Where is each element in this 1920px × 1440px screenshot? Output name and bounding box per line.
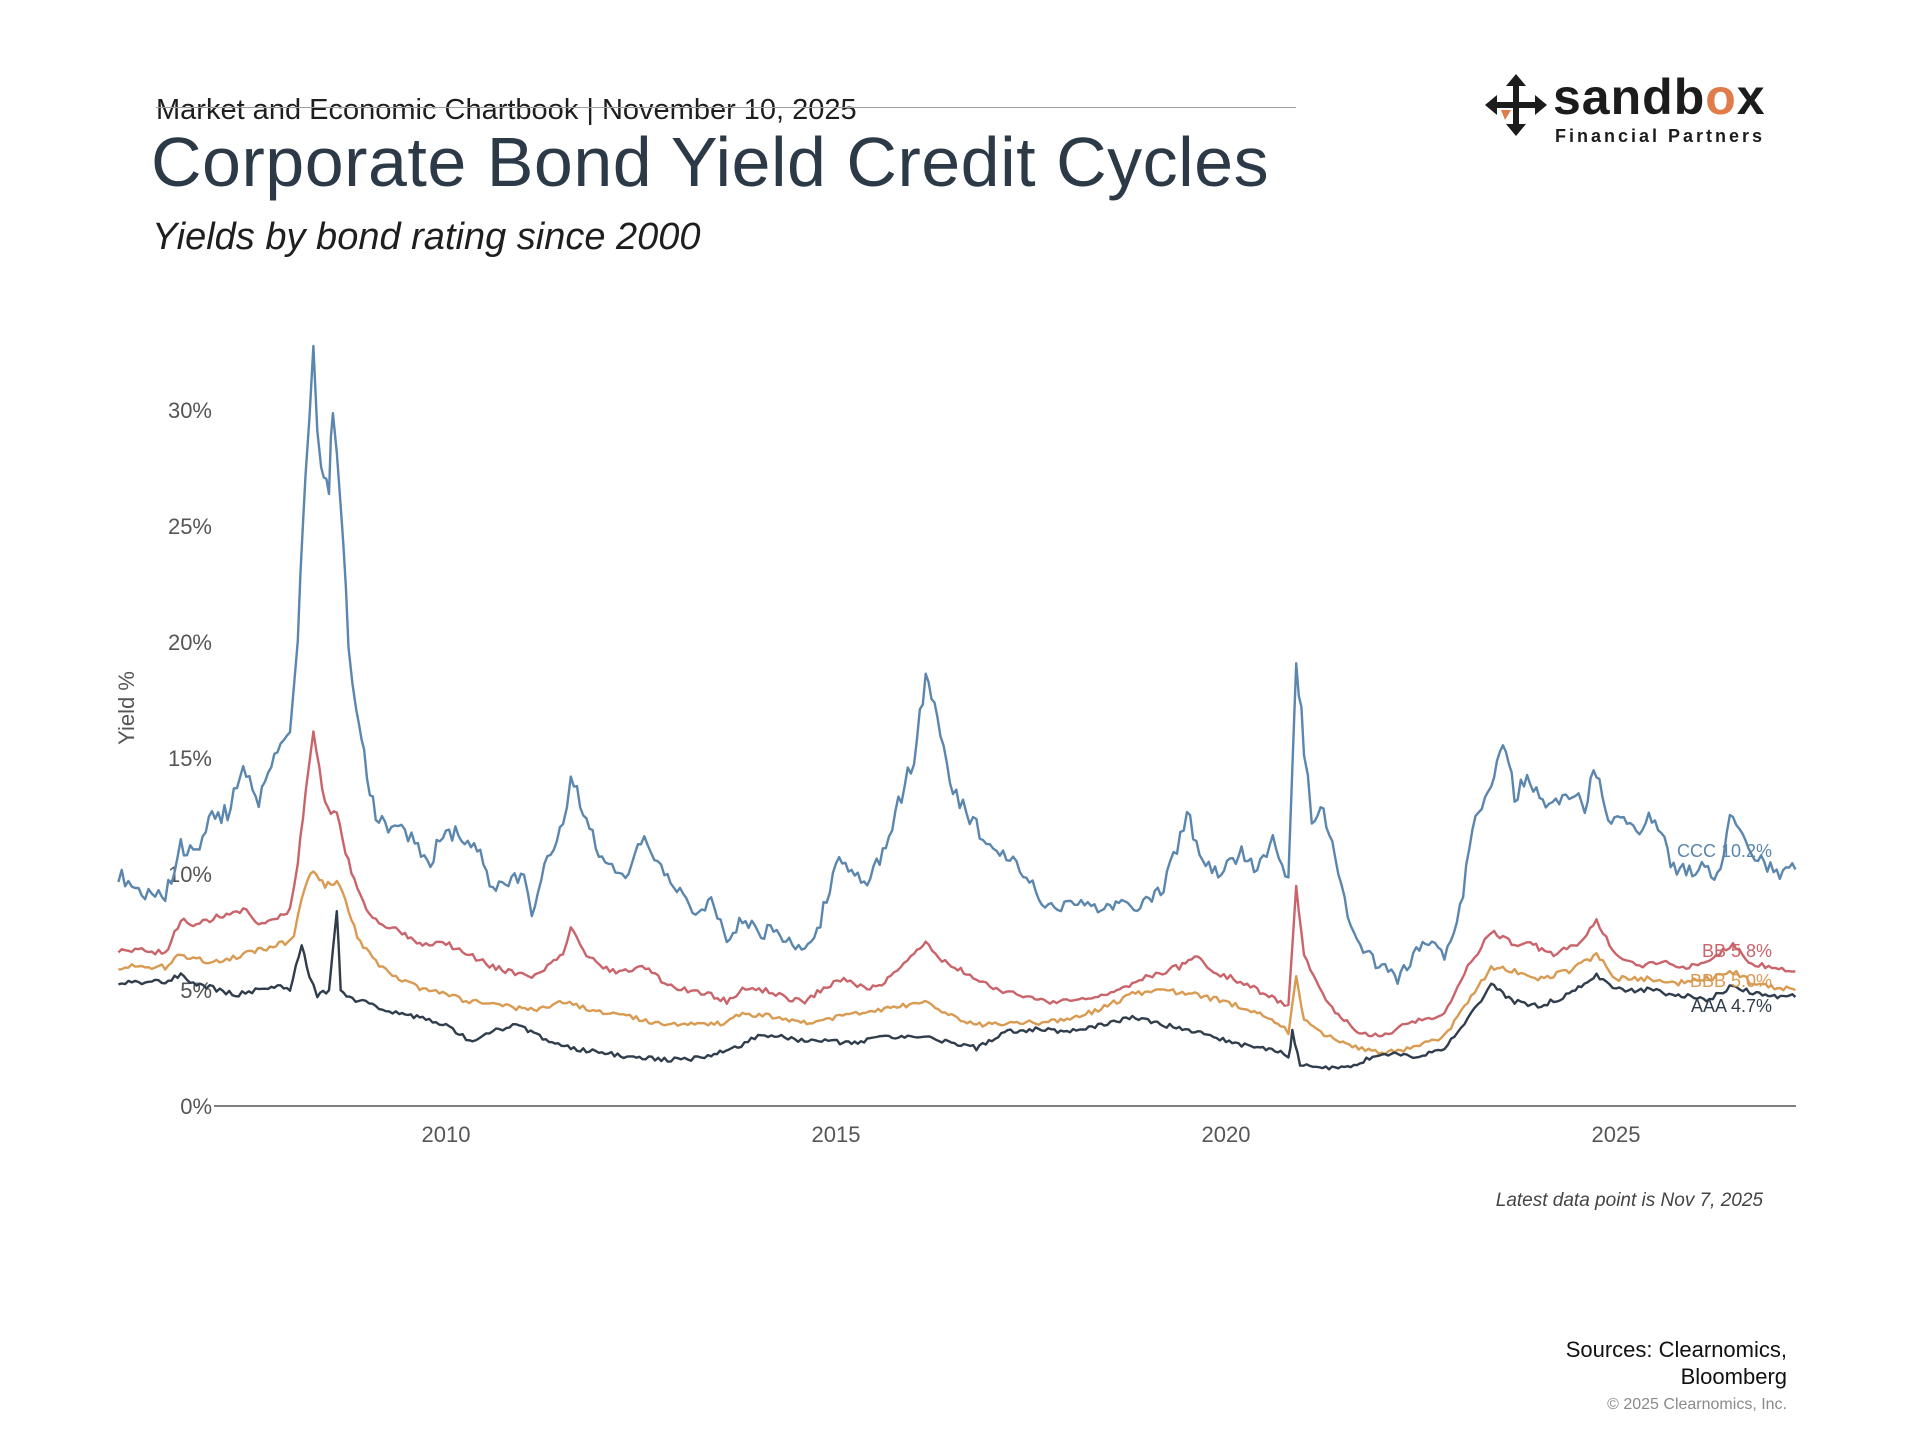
x-tick-label: 2010	[422, 1122, 471, 1147]
logo-word-o: o	[1705, 69, 1737, 125]
y-tick-label: 25%	[168, 514, 212, 539]
logo-word-pre: sandb	[1553, 69, 1706, 125]
series-end-label-bbb: BBB 5.0%	[1690, 971, 1772, 991]
logo-tagline: Financial Partners	[1555, 126, 1766, 146]
series-end-label-aaa: AAA 4.7%	[1691, 996, 1772, 1016]
series-line-bb	[117, 730, 1796, 1038]
page-subtitle: Yields by bond rating since 2000	[152, 216, 701, 258]
y-tick-label: 30%	[168, 398, 212, 423]
page-title: Corporate Bond Yield Credit Cycles	[151, 123, 1270, 201]
series-end-label-ccc: CCC 10.2%	[1677, 841, 1772, 861]
sources: Sources: Clearnomics, Bloomberg	[1566, 1336, 1787, 1390]
arrows-cross-icon	[1485, 74, 1547, 136]
y-axis-label: Yield %	[114, 671, 139, 745]
header-divider	[156, 107, 1296, 108]
y-tick-label: 5%	[180, 978, 212, 1003]
y-tick-label: 0%	[180, 1094, 212, 1119]
x-tick-label: 2025	[1592, 1122, 1641, 1147]
series-line-ccc	[117, 344, 1797, 985]
sources-line-2: Bloomberg	[1680, 1364, 1787, 1389]
series-end-label-bb: BB 5.8%	[1702, 941, 1772, 961]
series-line-aaa	[118, 910, 1797, 1071]
copyright: © 2025 Clearnomics, Inc.	[1607, 1396, 1787, 1413]
y-tick-label: 20%	[168, 630, 212, 655]
x-tick-label: 2020	[1202, 1122, 1251, 1147]
chartbook-header: Market and Economic Chartbook | November…	[156, 94, 857, 126]
y-tick-label: 15%	[168, 746, 212, 771]
latest-data-note: Latest data point is Nov 7, 2025	[1495, 1190, 1763, 1211]
sources-line-1: Sources: Clearnomics,	[1565, 1337, 1787, 1362]
logo-wordmark: sandbox	[1553, 68, 1766, 126]
series-line-bbb	[118, 870, 1796, 1056]
sandbox-logo: sandbox Financial Partners	[1485, 69, 1766, 146]
logo-word-post: x	[1736, 69, 1766, 125]
x-tick-label: 2015	[812, 1122, 861, 1147]
